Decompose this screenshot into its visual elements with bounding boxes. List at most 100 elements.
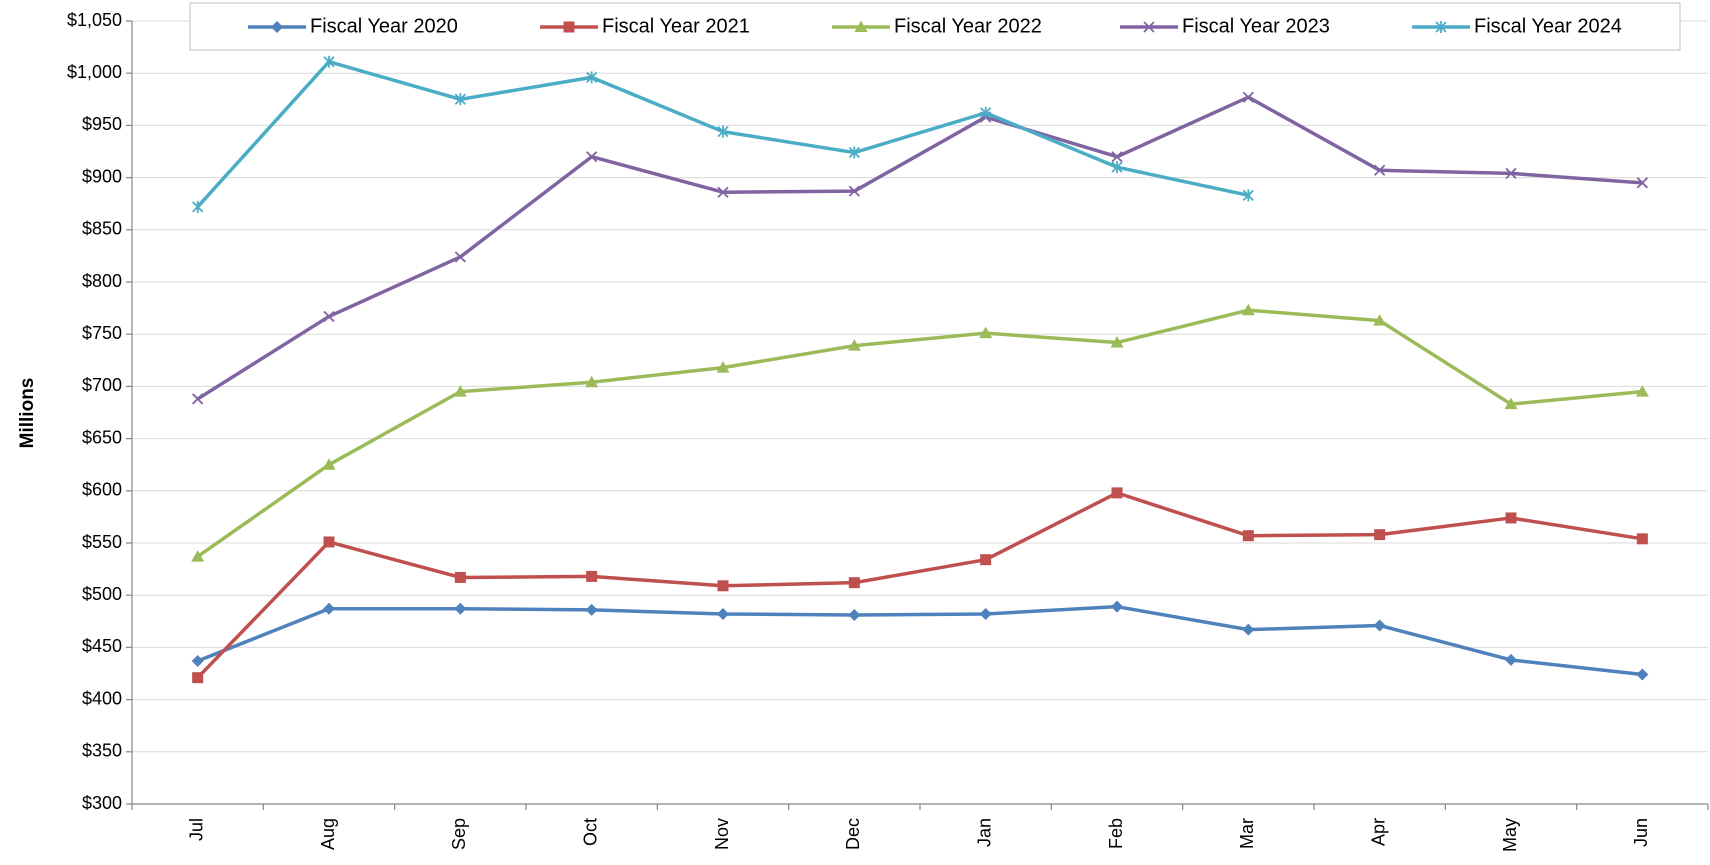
x-tick-label: Mar bbox=[1237, 818, 1257, 849]
marker bbox=[585, 603, 598, 616]
marker bbox=[454, 93, 466, 106]
x-tick-label: Aug bbox=[318, 818, 338, 850]
marker bbox=[586, 570, 598, 582]
series-line bbox=[196, 95, 1643, 401]
marker bbox=[453, 385, 467, 397]
marker bbox=[192, 200, 204, 213]
marker bbox=[454, 571, 466, 583]
y-tick-label: $750 bbox=[82, 323, 122, 343]
marker bbox=[979, 607, 992, 620]
y-tick-label: $500 bbox=[82, 584, 122, 604]
marker bbox=[586, 71, 598, 84]
marker bbox=[848, 577, 860, 589]
marker bbox=[1143, 21, 1155, 33]
marker bbox=[980, 554, 992, 566]
x-tick-label: Oct bbox=[580, 818, 600, 846]
marker bbox=[716, 361, 730, 373]
marker bbox=[980, 106, 992, 119]
x-tick-label: May bbox=[1500, 818, 1520, 852]
marker bbox=[1242, 189, 1254, 202]
marker bbox=[271, 21, 283, 33]
y-tick-label: $850 bbox=[82, 219, 122, 239]
marker bbox=[847, 339, 861, 351]
marker bbox=[563, 21, 575, 33]
marker bbox=[1504, 397, 1518, 410]
marker bbox=[323, 55, 335, 68]
marker bbox=[323, 536, 335, 548]
y-tick-label: $950 bbox=[82, 114, 122, 134]
y-axis-label: Millions bbox=[17, 378, 38, 449]
marker bbox=[848, 185, 860, 197]
marker bbox=[1635, 385, 1649, 397]
y-tick-label: $600 bbox=[82, 480, 122, 500]
marker bbox=[1242, 530, 1254, 542]
marker bbox=[1505, 167, 1517, 180]
marker bbox=[1636, 177, 1648, 189]
legend: Fiscal Year 2020 Fiscal Year 2021 Fiscal Y… bbox=[248, 15, 1622, 37]
marker bbox=[1110, 336, 1124, 348]
marker bbox=[848, 146, 860, 159]
legend-label: Fiscal Year 2024 bbox=[1474, 15, 1622, 37]
marker bbox=[1373, 619, 1386, 632]
marker bbox=[1111, 151, 1123, 163]
marker bbox=[1373, 314, 1387, 326]
marker bbox=[1111, 161, 1123, 174]
series-line bbox=[197, 604, 1643, 677]
legend-label: Fiscal Year 2021 bbox=[602, 15, 750, 37]
marker bbox=[322, 458, 336, 470]
marker bbox=[323, 602, 335, 615]
marker bbox=[717, 125, 729, 138]
marker bbox=[191, 654, 204, 667]
marker bbox=[1374, 164, 1386, 176]
legend-label: Fiscal Year 2022 bbox=[894, 15, 1042, 37]
x-tick-label: Feb bbox=[1106, 818, 1126, 849]
marker bbox=[1374, 529, 1386, 541]
series-line bbox=[196, 491, 1643, 679]
y-tick-label: $350 bbox=[82, 741, 122, 761]
marker bbox=[1241, 303, 1255, 316]
marker bbox=[1111, 600, 1123, 613]
marker bbox=[191, 550, 205, 562]
marker bbox=[192, 393, 204, 405]
marker bbox=[979, 326, 993, 339]
marker bbox=[1505, 653, 1517, 666]
marker bbox=[854, 20, 868, 32]
y-tick-label: $900 bbox=[82, 166, 122, 186]
marker bbox=[1636, 533, 1648, 545]
marker bbox=[323, 310, 335, 323]
x-tick-label: Jan bbox=[974, 818, 994, 847]
y-tick-label: $450 bbox=[82, 636, 122, 656]
marker bbox=[717, 607, 729, 620]
y-tick-label: $800 bbox=[82, 271, 122, 291]
marker bbox=[1242, 91, 1254, 103]
y-tick-label: $300 bbox=[82, 793, 122, 813]
y-tick-label: $550 bbox=[82, 532, 122, 552]
x-tick-label: Jun bbox=[1631, 818, 1651, 847]
marker bbox=[848, 609, 861, 622]
series-line bbox=[196, 308, 1643, 559]
y-tick-label: $1,050 bbox=[67, 10, 122, 30]
y-tick-label: $400 bbox=[82, 688, 122, 708]
x-tick-label: Jul bbox=[186, 818, 206, 841]
marker bbox=[1242, 623, 1255, 636]
marker bbox=[586, 151, 598, 163]
y-tick-label: $700 bbox=[82, 375, 122, 395]
legend-label: Fiscal Year 2023 bbox=[1182, 15, 1330, 37]
x-tick-label: Dec bbox=[843, 818, 863, 850]
y-tick-label: $1,000 bbox=[67, 62, 122, 82]
marker bbox=[717, 186, 729, 198]
x-tick-label: Apr bbox=[1368, 818, 1388, 846]
marker bbox=[585, 375, 599, 388]
x-tick-label: Sep bbox=[449, 818, 469, 850]
marker bbox=[454, 251, 466, 263]
marker bbox=[1435, 21, 1447, 33]
marker bbox=[717, 580, 729, 592]
marker bbox=[454, 602, 467, 615]
marker bbox=[192, 672, 204, 684]
x-tick-label: Nov bbox=[712, 818, 732, 850]
y-tick-label: $650 bbox=[82, 427, 122, 447]
legend-label: Fiscal Year 2020 bbox=[310, 15, 458, 37]
marker bbox=[1505, 512, 1517, 524]
marker bbox=[1636, 668, 1649, 681]
